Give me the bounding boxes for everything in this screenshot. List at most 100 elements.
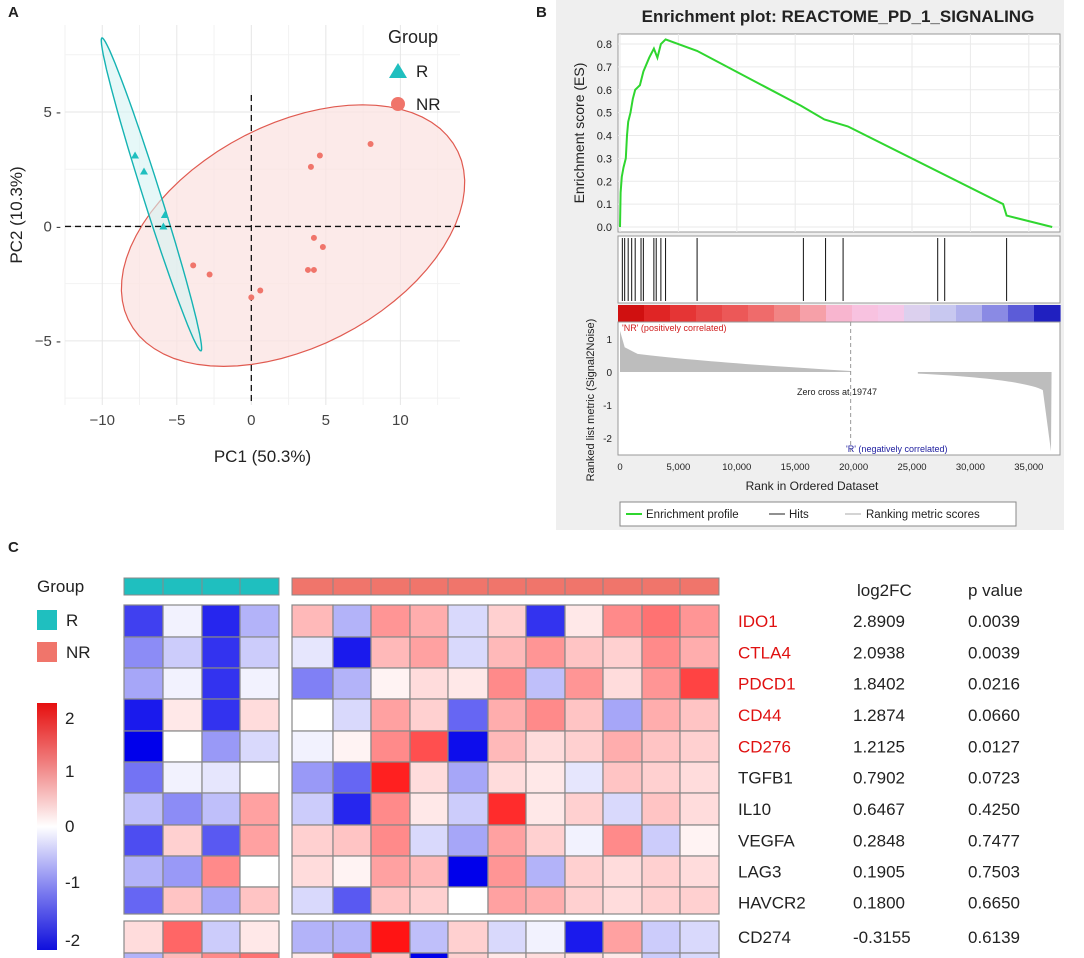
panel-label-c: C	[8, 539, 19, 556]
rank-color-segment	[1034, 305, 1061, 322]
gene-label: CTLA4	[738, 644, 791, 663]
x-tick-label: −10	[90, 412, 115, 429]
panel-label-b: B	[536, 4, 547, 21]
ranked-y-tick: -2	[603, 434, 612, 445]
gsea-x-tick: 20,000	[839, 462, 868, 473]
nr-point	[248, 294, 255, 301]
rank-color-segment	[800, 305, 827, 322]
heatmap-cell	[370, 952, 411, 958]
x-tick-label: 5	[322, 412, 330, 429]
r-correlated-label: 'R' (negatively correlated)	[846, 444, 947, 454]
heatmap-cell	[679, 855, 720, 888]
nr-ellipse	[120, 104, 466, 368]
legend-title: Group	[388, 27, 438, 47]
heatmap-cell	[641, 698, 681, 732]
gene-label: CD276	[738, 738, 791, 757]
rank-color-segment	[722, 305, 749, 322]
legend-nr-swatch	[37, 642, 57, 662]
heatmap-cell	[409, 952, 449, 958]
heatmap-cell	[525, 792, 566, 826]
rank-color-segment	[930, 305, 957, 322]
heatmap-cell	[123, 855, 164, 888]
heatmap-cell	[162, 952, 203, 958]
es-y-tick: 0.4	[597, 131, 612, 143]
heatmap-cell	[239, 636, 280, 669]
log2fc-value: 0.6467	[853, 800, 905, 819]
r-point	[131, 151, 140, 159]
heatmap-cell	[447, 952, 489, 958]
heatmap-cell	[487, 761, 527, 794]
heatmap-cell	[447, 920, 489, 954]
heatmap-cell	[602, 604, 643, 638]
enrichment-profile-line	[619, 38, 1053, 228]
es-y-axis-label: Enrichment score (ES)	[571, 63, 587, 204]
gene-label: TGFB1	[738, 769, 793, 788]
pvalue-value: 0.7503	[968, 863, 1020, 882]
log2fc-value: -0.3155	[853, 928, 911, 947]
heatmap-cell	[123, 792, 164, 826]
gene-label: PDCD1	[738, 675, 796, 694]
heatmap-cell	[679, 761, 720, 794]
heatmap-cell	[162, 855, 203, 888]
heatmap-cell	[291, 761, 334, 794]
heatmap-cell	[409, 636, 449, 669]
heatmap-cell	[123, 952, 164, 958]
heatmap-cell	[525, 698, 566, 732]
gene-label: IL10	[738, 800, 771, 819]
heatmap-cell	[123, 698, 164, 732]
heatmap-cell	[564, 920, 604, 954]
heatmap-cell	[487, 730, 527, 763]
heatmap-cell	[291, 920, 334, 954]
heatmap-cell	[332, 855, 372, 888]
rank-color-segment	[852, 305, 879, 322]
nr-point	[310, 234, 317, 241]
log2fc-value: 0.1800	[853, 894, 905, 913]
heatmap-cell	[447, 886, 489, 915]
r-ellipse	[100, 37, 203, 352]
heatmap-cell	[201, 761, 241, 794]
heatmap-cell	[679, 952, 720, 958]
heatmap-cell	[602, 920, 643, 954]
heatmap-cell	[525, 604, 566, 638]
heatmap-cell	[525, 730, 566, 763]
heatmap-cell	[291, 730, 334, 763]
heatmap-cell	[370, 920, 411, 954]
heatmap-cell	[332, 636, 372, 669]
heatmap-cell	[564, 792, 604, 826]
log2fc-value: 0.1905	[853, 863, 905, 882]
pvalue-value: 0.0039	[968, 644, 1020, 663]
heatmap-cell	[291, 636, 334, 669]
gsea-x-tick: 25,000	[897, 462, 926, 473]
heatmap-cell	[525, 855, 566, 888]
heatmap-cell	[525, 952, 566, 958]
heatmap-cell	[370, 886, 411, 915]
es-y-tick: 0.0	[597, 222, 612, 234]
heatmap-cell	[487, 698, 527, 732]
heatmap-cell	[239, 792, 280, 826]
ranked-y-axis-label: Ranked list metric (Signal2Noise)	[585, 319, 597, 482]
heatmap-cell	[679, 604, 720, 638]
gsea-legend-box	[619, 501, 1017, 527]
log2fc-value: 1.8402	[853, 675, 905, 694]
rank-color-segment	[748, 305, 775, 322]
es-y-tick: 0.8	[597, 39, 612, 51]
heatmap-cell	[162, 604, 203, 638]
pvalue-value: 0.0216	[968, 675, 1020, 694]
legend-profile-label: Enrichment profile	[646, 509, 739, 521]
heatmap-cell	[602, 855, 643, 888]
heatmap-cell	[409, 698, 449, 732]
heatmap-cell	[602, 761, 643, 794]
heatmap-cell	[641, 952, 681, 958]
heatmap-cell	[679, 730, 720, 763]
heatmap-cell	[447, 667, 489, 700]
colorbar-tick: 1	[65, 762, 74, 781]
heatmap-cell	[162, 698, 203, 732]
heatmap-cell	[291, 604, 334, 638]
group-annotation-nr	[487, 577, 527, 596]
heatmap-cell	[447, 604, 489, 638]
rank-color-segment	[618, 305, 645, 322]
heatmap-cell	[564, 824, 604, 857]
heatmap-cell	[370, 698, 411, 732]
heatmap-cell	[679, 920, 720, 954]
es-y-tick: 0.1	[597, 199, 612, 211]
